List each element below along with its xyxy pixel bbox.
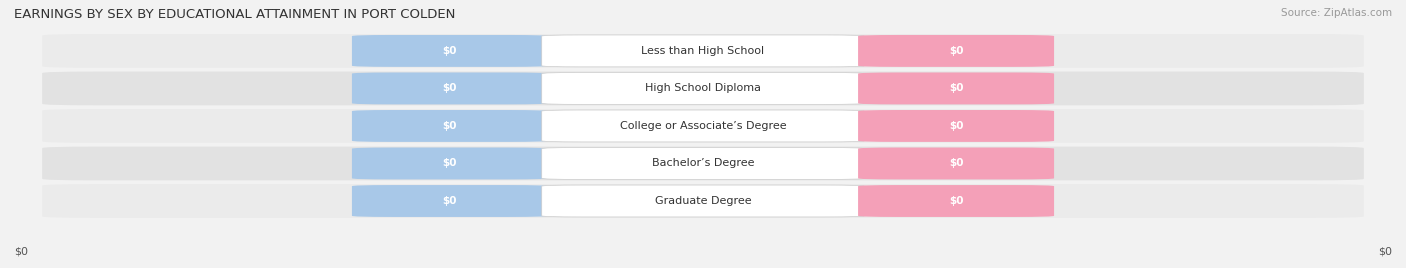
FancyBboxPatch shape — [42, 72, 1364, 105]
FancyBboxPatch shape — [541, 110, 865, 142]
Text: Less than High School: Less than High School — [641, 46, 765, 56]
FancyBboxPatch shape — [352, 185, 548, 217]
Text: $0: $0 — [443, 46, 457, 56]
FancyBboxPatch shape — [858, 110, 1054, 142]
FancyBboxPatch shape — [42, 109, 1364, 143]
FancyBboxPatch shape — [858, 35, 1054, 67]
Text: $0: $0 — [949, 83, 963, 94]
FancyBboxPatch shape — [352, 147, 548, 180]
Text: $0: $0 — [949, 196, 963, 206]
Text: $0: $0 — [443, 196, 457, 206]
Text: $0: $0 — [949, 46, 963, 56]
FancyBboxPatch shape — [42, 184, 1364, 218]
Text: $0: $0 — [443, 83, 457, 94]
FancyBboxPatch shape — [352, 73, 548, 105]
Text: Source: ZipAtlas.com: Source: ZipAtlas.com — [1281, 8, 1392, 18]
Text: $0: $0 — [949, 121, 963, 131]
FancyBboxPatch shape — [858, 147, 1054, 180]
Text: $0: $0 — [14, 247, 28, 257]
Text: High School Diploma: High School Diploma — [645, 83, 761, 94]
FancyBboxPatch shape — [42, 147, 1364, 180]
FancyBboxPatch shape — [858, 73, 1054, 105]
Text: $0: $0 — [949, 158, 963, 169]
Text: $0: $0 — [443, 121, 457, 131]
Text: Graduate Degree: Graduate Degree — [655, 196, 751, 206]
FancyBboxPatch shape — [352, 110, 548, 142]
FancyBboxPatch shape — [858, 185, 1054, 217]
Text: $0: $0 — [443, 158, 457, 169]
FancyBboxPatch shape — [352, 35, 548, 67]
FancyBboxPatch shape — [541, 147, 865, 180]
FancyBboxPatch shape — [541, 73, 865, 105]
Text: Bachelor’s Degree: Bachelor’s Degree — [652, 158, 754, 169]
FancyBboxPatch shape — [541, 35, 865, 67]
FancyBboxPatch shape — [42, 34, 1364, 68]
FancyBboxPatch shape — [541, 185, 865, 217]
Legend: Male, Female: Male, Female — [644, 266, 762, 268]
Text: College or Associate’s Degree: College or Associate’s Degree — [620, 121, 786, 131]
Text: $0: $0 — [1378, 247, 1392, 257]
Text: EARNINGS BY SEX BY EDUCATIONAL ATTAINMENT IN PORT COLDEN: EARNINGS BY SEX BY EDUCATIONAL ATTAINMEN… — [14, 8, 456, 21]
